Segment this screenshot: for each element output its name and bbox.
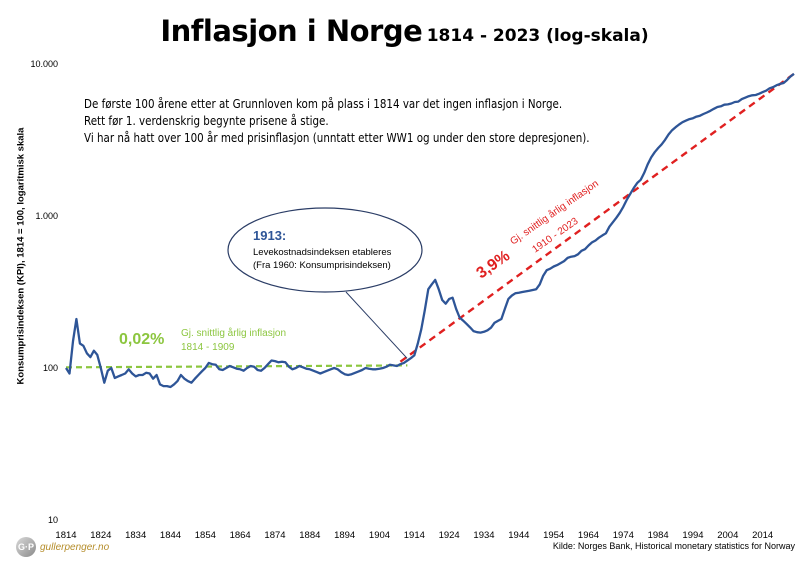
x-tick-label: 1824: [90, 530, 111, 541]
x-tick-label: 1924: [439, 530, 460, 541]
x-tick-label: 1944: [508, 530, 529, 541]
x-tick-label: 1994: [682, 530, 703, 541]
y-tick-label: 10.000: [30, 59, 58, 69]
x-tick-label: 2014: [752, 530, 773, 541]
trend-line-1814-1909: [65, 364, 408, 369]
trend-line-1910-2023: [399, 72, 795, 363]
y-tick-label: 100: [43, 363, 58, 373]
x-tick-label: 1894: [334, 530, 355, 541]
early-rate-label: 0,02%: [119, 331, 164, 348]
intro-note-line-2: Rett før 1. verdenskrig begynte prisene …: [84, 114, 329, 128]
callout-line-2: (Fra 1960: Konsumprisindeksen): [253, 260, 391, 271]
logo-site-name: gullerpenger.no: [40, 541, 110, 553]
source-note: Kilde: Norges Bank, Historical monetary …: [552, 541, 795, 551]
callout-year: 1913:: [253, 228, 286, 243]
x-tick-label: 2004: [717, 530, 738, 541]
x-tick-label: 1844: [160, 530, 181, 541]
callout-pointer: [345, 291, 408, 359]
logo: G·P gullerpenger.no: [16, 537, 109, 557]
x-tick-label: 1954: [543, 530, 564, 541]
x-tick-label: 1834: [125, 530, 146, 541]
y-tick-label: 10: [48, 515, 58, 525]
y-tick-label: 1.000: [35, 211, 58, 221]
logo-mark-icon: G·P: [16, 537, 36, 557]
x-tick-label: 1914: [404, 530, 425, 541]
callout-line-1: Levekostnadsindeksen etableres: [253, 247, 392, 258]
late-rate-label: 3,9%: [474, 247, 514, 282]
cpi-series-line: [65, 72, 795, 389]
chart-title-main: Inflasjon i Norge: [160, 14, 423, 48]
intro-note-line-1: De første 100 årene etter at Grunnloven …: [84, 97, 563, 111]
early-rate-desc-1: Gj. snittlig årlig inflasjon: [181, 327, 286, 339]
x-tick-label: 1904: [369, 530, 390, 541]
intro-note-line-3: Vi har nå hatt over 100 år med prisinfla…: [84, 131, 590, 145]
callout-bubble: [227, 207, 423, 293]
x-tick-label: 1864: [230, 530, 251, 541]
x-tick-label: 1854: [195, 530, 216, 541]
x-tick-label: 1874: [264, 530, 285, 541]
x-tick-label: 1934: [473, 530, 494, 541]
chart-title-sub: 1814 - 2023 (log-skala): [426, 26, 649, 46]
intro-note: De første 100 årene etter at Grunnloven …: [84, 96, 590, 147]
x-tick-label: 1884: [299, 530, 320, 541]
x-tick-label: 1984: [648, 530, 669, 541]
x-tick-label: 1964: [578, 530, 599, 541]
x-tick-label: 1974: [613, 530, 634, 541]
early-rate-desc-2: 1814 - 1909: [181, 342, 235, 353]
x-tick-label: 1814: [55, 530, 76, 541]
chart-title: Inflasjon i Norge 1814 - 2023 (log-skala…: [0, 14, 809, 48]
